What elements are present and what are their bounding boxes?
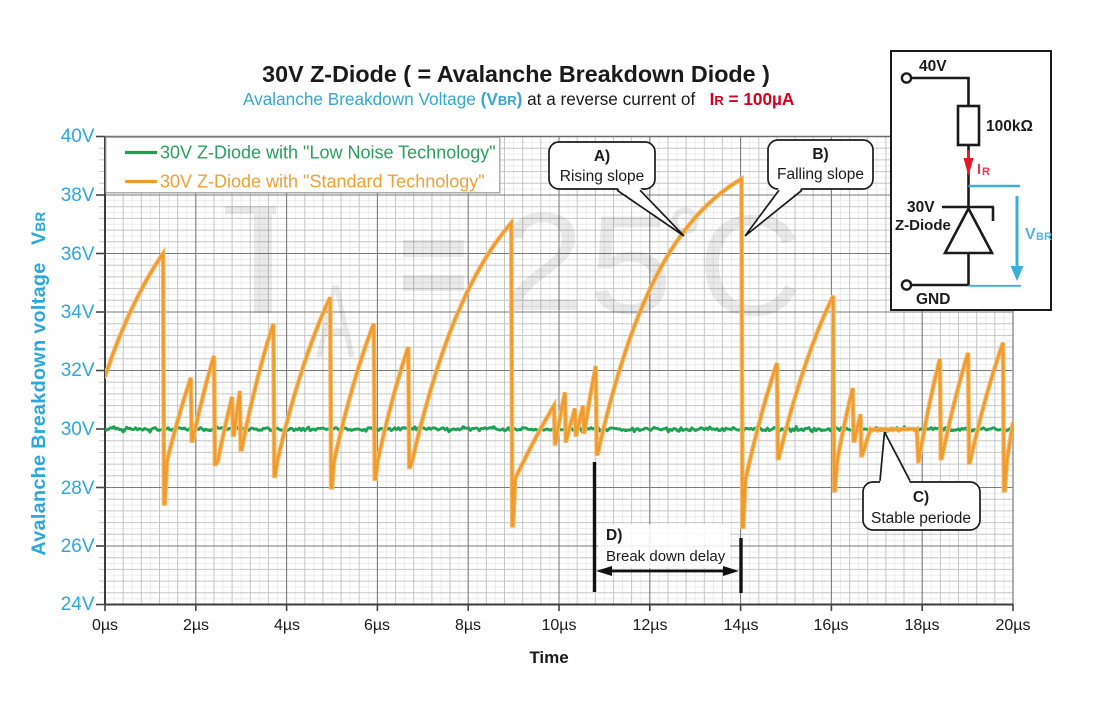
svg-text:2: 2 [501, 184, 584, 340]
svg-text:GND: GND [916, 291, 950, 308]
svg-text:30V: 30V [907, 199, 935, 216]
svg-text:I: I [977, 162, 981, 178]
svg-text:Time: Time [529, 648, 568, 667]
svg-text:Avalanche Breakdown Voltage (V: Avalanche Breakdown Voltage (VBR) at a r… [243, 89, 794, 109]
svg-text:Avalanche Breakdown voltage: Avalanche Breakdown voltage VBR [28, 211, 50, 555]
svg-text:30V Z-Diode with "Low Noise Te: 30V Z-Diode with "Low Noise Technology" [160, 143, 496, 163]
svg-text:12µs: 12µs [632, 617, 667, 634]
svg-text:C): C) [913, 489, 929, 506]
svg-text:C: C [698, 185, 802, 346]
svg-text:10µs: 10µs [541, 617, 576, 634]
svg-text:14µs: 14µs [723, 617, 758, 634]
svg-text:8µs: 8µs [455, 617, 481, 634]
svg-text:A): A) [594, 148, 610, 165]
svg-text:40V: 40V [919, 58, 947, 75]
svg-text:40V: 40V [61, 126, 95, 147]
svg-text:Break down delay: Break down delay [606, 548, 726, 565]
svg-text:B): B) [812, 146, 828, 163]
svg-text:30V Z-Diode ( = Avalanche Brea: 30V Z-Diode ( = Avalanche Breakdown Diod… [262, 61, 770, 87]
svg-text:24V: 24V [61, 594, 95, 615]
svg-text:D): D) [606, 527, 622, 544]
svg-text:A: A [316, 263, 355, 379]
svg-text:18µs: 18µs [904, 617, 939, 634]
svg-text:36V: 36V [61, 244, 95, 265]
svg-text:30V Z-Diode with "Standard Tec: 30V Z-Diode with "Standard Technology" [160, 172, 485, 192]
svg-text:6µs: 6µs [364, 617, 390, 634]
svg-text:38V: 38V [61, 185, 95, 206]
svg-text:100kΩ: 100kΩ [986, 118, 1033, 135]
svg-text:2µs: 2µs [183, 617, 209, 634]
svg-text:V: V [1025, 226, 1036, 243]
svg-text:0µs: 0µs [92, 617, 118, 634]
svg-text:4µs: 4µs [274, 617, 300, 634]
svg-text:32V: 32V [61, 360, 95, 381]
svg-text:Falling slope: Falling slope [777, 166, 864, 183]
svg-text:16µs: 16µs [813, 617, 848, 634]
svg-text:30V: 30V [61, 419, 95, 440]
svg-text:34V: 34V [61, 302, 95, 323]
svg-text:26V: 26V [61, 536, 95, 557]
svg-text:BR: BR [1036, 231, 1052, 243]
svg-text:28V: 28V [61, 478, 95, 499]
svg-text:R: R [982, 166, 990, 178]
svg-text:Rising slope: Rising slope [560, 168, 644, 185]
svg-text:Stable periode: Stable periode [871, 510, 971, 527]
svg-text:20µs: 20µs [995, 617, 1030, 634]
svg-text:Z-Diode: Z-Diode [895, 217, 951, 234]
